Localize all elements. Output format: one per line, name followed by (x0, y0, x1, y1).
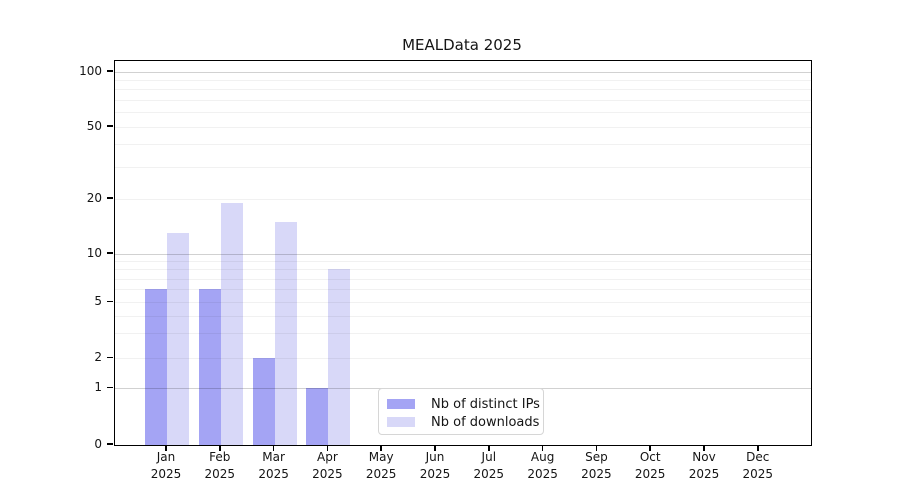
x-tick-label-jul: Jul 2025 (473, 450, 505, 481)
x-tick-label-mar: Mar 2025 (258, 450, 289, 481)
x-tick-mark (380, 445, 382, 451)
legend-item-downloads: Nb of downloads (387, 413, 543, 431)
bar-distinct-ips-feb (198, 289, 221, 445)
y-tick-label: 50 (86, 118, 102, 133)
x-tick-label-aug: Aug 2025 (527, 450, 558, 481)
minor-gridline (115, 89, 811, 91)
x-tick-label-dec: Dec 2025 (742, 450, 774, 481)
bar-downloads-apr (328, 269, 351, 445)
x-tick-label-may: May 2025 (365, 450, 397, 481)
bar-downloads-feb (220, 202, 243, 445)
y-tick-label: 0 (94, 436, 102, 451)
minor-gridline (115, 289, 811, 291)
bar-distinct-ips-apr (306, 388, 329, 445)
legend-label-distinct-ips: Nb of distinct IPs (431, 396, 540, 412)
plot-area (114, 60, 812, 446)
x-tick-label-apr: Apr 2025 (312, 450, 343, 481)
minor-gridline (115, 315, 811, 317)
bar-distinct-ips-mar (252, 358, 275, 445)
x-tick-mark (757, 445, 759, 451)
minor-gridline (115, 261, 811, 263)
minor-gridline (115, 166, 811, 168)
x-tick-label-feb: Feb 2025 (204, 450, 236, 481)
x-tick-mark (272, 445, 275, 451)
x-tick-mark (541, 445, 544, 451)
bar-downloads-mar (274, 221, 297, 445)
minor-gridline (115, 302, 811, 303)
x-tick-label-oct: Oct 2025 (634, 450, 666, 481)
minor-gridline (115, 100, 811, 101)
legend-swatch-distinct-ips-icon (387, 399, 415, 409)
y-tick-mark (107, 125, 113, 127)
legend-item-distinct-ips: Nb of distinct IPs (387, 395, 543, 413)
bar-distinct-ips-jan (145, 289, 167, 445)
x-tick-mark (595, 445, 598, 451)
x-tick-mark (219, 445, 221, 451)
x-tick-mark (434, 445, 436, 451)
y-tick-mark (107, 356, 113, 358)
y-tick-label: 100 (79, 63, 102, 78)
y-tick-mark (107, 300, 113, 302)
x-tick-label-sep: Sep 2025 (581, 450, 612, 481)
x-tick-mark (649, 445, 651, 451)
major-gridline (115, 71, 811, 73)
y-tick-label: 5 (94, 294, 102, 308)
y-tick-label: 20 (86, 190, 102, 205)
y-tick-mark (107, 70, 113, 72)
y-tick-label: 2 (94, 350, 102, 364)
legend: Nb of distinct IPs Nb of downloads (378, 388, 544, 435)
x-tick-label-nov: Nov 2025 (688, 450, 720, 481)
legend-swatch-downloads-icon (387, 417, 415, 427)
minor-gridline (115, 269, 811, 271)
minor-gridline (115, 358, 811, 359)
x-tick-label-jan: Jan 2025 (150, 450, 182, 481)
minor-gridline (115, 80, 811, 82)
x-tick-mark (165, 445, 167, 451)
y-tick-label: 10 (86, 245, 102, 260)
major-gridline (115, 253, 811, 255)
y-tick-mark (107, 252, 113, 254)
minor-gridline (115, 126, 811, 128)
legend-label-downloads: Nb of downloads (431, 414, 540, 430)
bar-downloads-jan (167, 232, 189, 445)
y-tick-mark (107, 197, 113, 199)
minor-gridline (115, 198, 811, 200)
minor-gridline (115, 144, 811, 146)
x-tick-mark (326, 445, 329, 451)
y-tick-mark (107, 386, 113, 389)
minor-gridline (115, 278, 811, 280)
x-tick-mark (703, 445, 705, 451)
minor-gridline (115, 112, 811, 114)
x-tick-mark (488, 445, 490, 451)
y-tick-mark (107, 443, 113, 445)
y-tick-label: 1 (94, 380, 102, 395)
x-tick-label-jun: Jun 2025 (419, 450, 451, 481)
minor-gridline (115, 333, 811, 335)
chart-title: MEALData 2025 (402, 36, 522, 54)
